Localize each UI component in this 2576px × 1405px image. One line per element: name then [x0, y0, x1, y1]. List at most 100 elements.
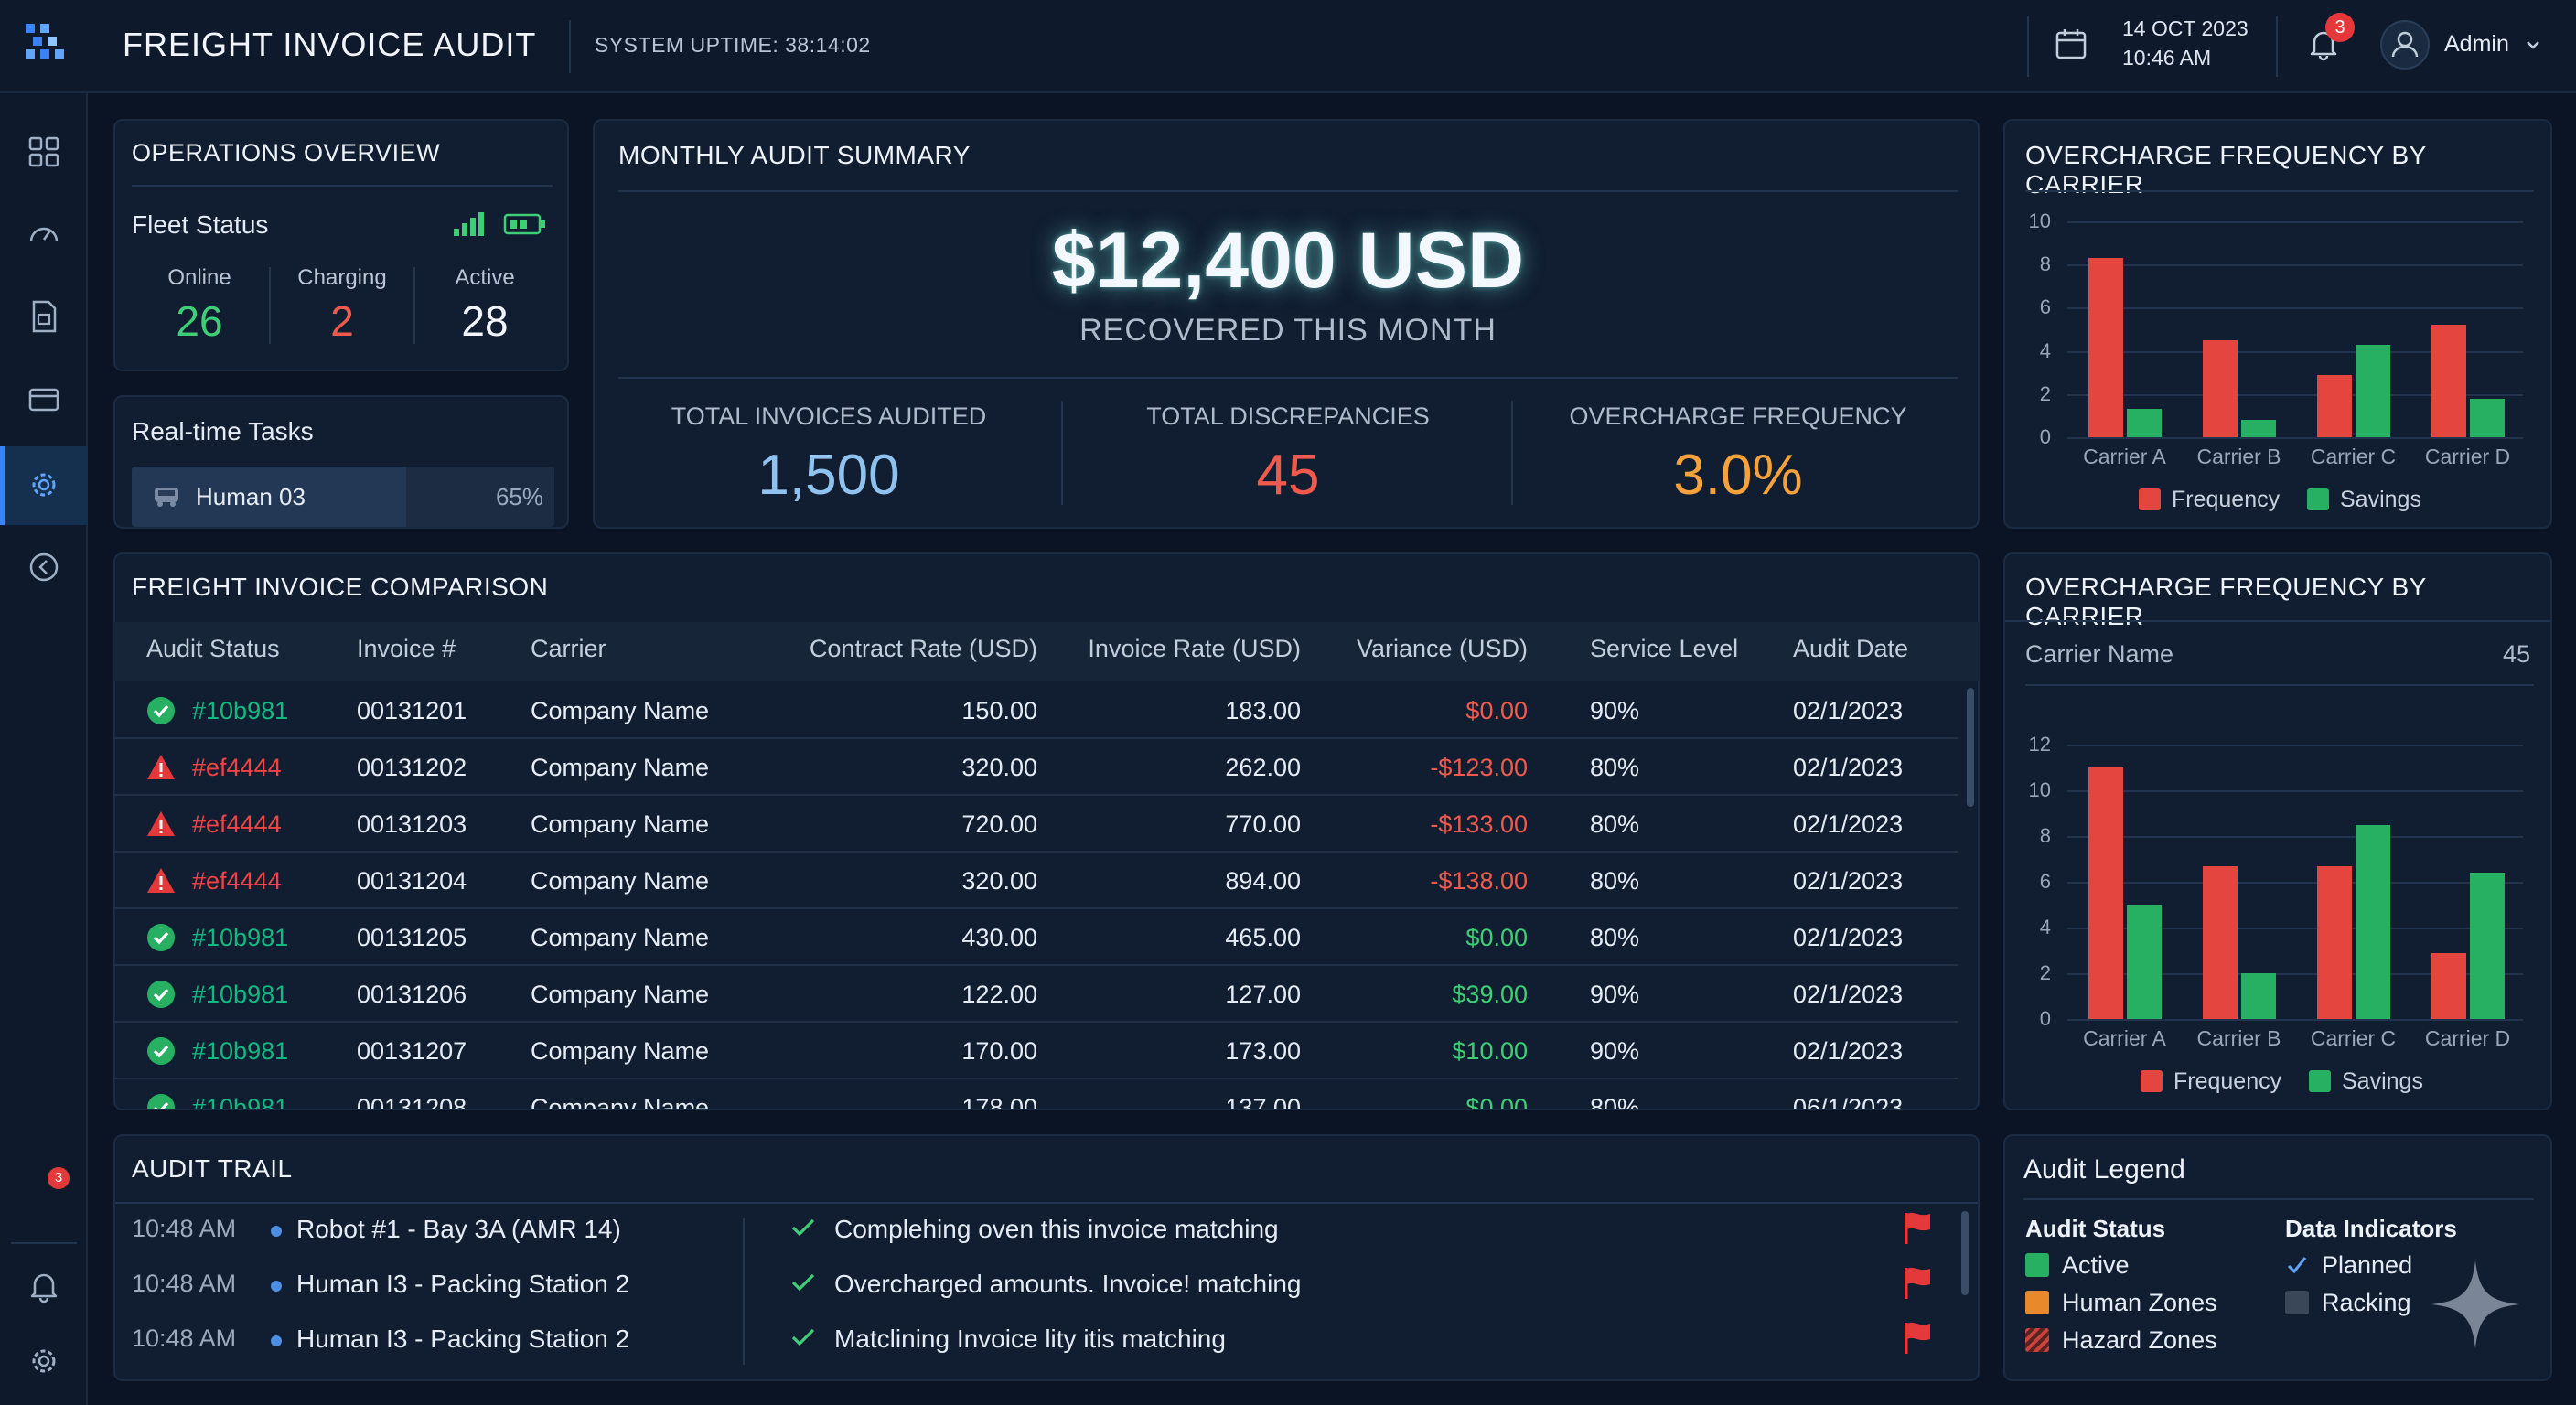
column-header-audit-date[interactable]: Audit Date	[1793, 635, 1909, 662]
bar-savings-carrier-a[interactable]	[2126, 905, 2162, 1019]
user-icon	[2391, 31, 2419, 58]
bar-savings-carrier-c[interactable]	[2355, 344, 2390, 437]
bar-savings-carrier-d[interactable]	[2469, 398, 2505, 437]
check-circle-icon	[147, 697, 175, 724]
bar-frequency-carrier-a[interactable]	[2088, 258, 2123, 437]
bar-frequency-carrier-b[interactable]	[2202, 339, 2238, 437]
user-menu-name[interactable]: Admin	[2444, 31, 2509, 57]
status-code: #10b981	[192, 924, 289, 951]
status-code: #10b981	[192, 1037, 289, 1065]
table-body[interactable]: #10b981 00131201 Company Name 150.00 183.00 $…	[113, 682, 1980, 1109]
table-scrollbar[interactable]	[1967, 688, 1974, 807]
table-row[interactable]: #10b981 00131208 Company Name 178.00 137.00 $…	[113, 1079, 1961, 1109]
column-header-audit-status[interactable]: Audit Status	[146, 635, 280, 662]
panel-divider	[115, 1202, 1978, 1204]
notification-count-badge: 3	[2325, 13, 2355, 42]
check-circle-icon	[147, 1037, 175, 1065]
trail-actor: Human I3 - Packing Station 2	[296, 1270, 630, 1298]
back-arrow-icon[interactable]	[26, 549, 62, 585]
y-tick-label: 4	[2039, 916, 2051, 938]
legend-swatch-frequency	[2141, 1070, 2163, 1092]
kpi-value-overcharge: 3.0%	[1673, 444, 1803, 507]
table-row[interactable]: #ef4444 00131202 Company Name 320.00 262.00 -…	[113, 739, 1961, 796]
y-tick-label: 0	[2039, 425, 2051, 448]
dashboard-icon[interactable]	[26, 134, 62, 170]
overcharge-chart-panel-top: OVERCHARGE FREQUENCY BY CARRIER 0 2 4 6 8 10 C…	[2003, 119, 2552, 529]
app-logo-icon[interactable]	[22, 20, 68, 66]
warning-triangle-icon	[147, 811, 175, 836]
x-tick-label: Carrier B	[2196, 445, 2281, 468]
carrier-name: Company Name	[531, 754, 710, 781]
current-date: 14 OCT 2023	[2122, 16, 2249, 40]
bar-savings-carrier-b[interactable]	[2240, 973, 2276, 1019]
bar-savings-carrier-d[interactable]	[2469, 873, 2505, 1019]
column-header-variance[interactable]: Variance (USD)	[1356, 635, 1528, 662]
variance: $10.00	[1452, 1037, 1528, 1065]
table-row[interactable]: #10b981 00131206 Company Name 122.00 127.00 $…	[113, 966, 1961, 1023]
carrier-name: Company Name	[531, 697, 710, 724]
gridline	[2067, 264, 2523, 267]
trail-scrollbar[interactable]	[1961, 1211, 1969, 1295]
settings-gear-icon[interactable]	[26, 467, 62, 503]
task-item[interactable]: Human 03 65%	[132, 467, 554, 527]
bar-frequency-carrier-d[interactable]	[2431, 325, 2466, 437]
column-header-invoice-rate[interactable]: Invoice Rate (USD)	[1088, 635, 1301, 662]
bar-frequency-carrier-a[interactable]	[2088, 767, 2123, 1019]
flag-icon[interactable]	[1901, 1319, 1934, 1356]
invoice-number: 00131201	[357, 697, 467, 724]
audit-trail-panel: AUDIT TRAIL 10:48 AM Robot #1 - Bay 3A (A…	[113, 1134, 1980, 1381]
carrier-name: Company Name	[531, 867, 710, 895]
sidebar-active-highlight	[0, 446, 88, 525]
trail-divider	[743, 1218, 745, 1365]
kpi-value-invoices: 1,500	[757, 444, 900, 507]
legend-swatch-frequency	[2139, 488, 2161, 510]
bell-icon[interactable]	[26, 1268, 62, 1304]
gear-icon[interactable]	[26, 1343, 62, 1379]
panel-divider	[2005, 620, 2550, 622]
table-row[interactable]: #ef4444 00131203 Company Name 720.00 770.00 -…	[113, 796, 1961, 853]
column-header-carrier[interactable]: Carrier	[531, 635, 606, 662]
legend-item-human-zones: Human Zones	[2062, 1289, 2217, 1316]
service-level: 80%	[1590, 1094, 1640, 1109]
service-level: 80%	[1590, 810, 1640, 838]
panel-divider	[132, 185, 553, 187]
legend-label-frequency: Frequency	[2174, 1068, 2282, 1094]
table-row[interactable]: #10b981 00131205 Company Name 430.00 465.00 $…	[113, 909, 1961, 966]
bar-savings-carrier-b[interactable]	[2240, 420, 2276, 437]
bar-frequency-carrier-b[interactable]	[2202, 865, 2238, 1019]
panel-divider	[2023, 1198, 2534, 1200]
table-row[interactable]: #10b981 00131201 Company Name 150.00 183.00 $…	[113, 682, 1961, 739]
variance: $0.00	[1465, 697, 1528, 724]
table-row[interactable]: #10b981 00131207 Company Name 170.00 173.00 $…	[113, 1023, 1961, 1079]
y-tick-label: 6	[2039, 870, 2051, 893]
bar-savings-carrier-c[interactable]	[2355, 824, 2390, 1019]
task-label: Human 03	[196, 483, 306, 510]
flag-icon[interactable]	[1901, 1264, 1934, 1301]
bar-frequency-carrier-c[interactable]	[2316, 865, 2352, 1019]
bar-frequency-carrier-d[interactable]	[2431, 952, 2466, 1019]
bar-frequency-carrier-c[interactable]	[2316, 374, 2352, 437]
carrier-name-label: Carrier Name	[2025, 640, 2174, 668]
column-header-service-level[interactable]: Service Level	[1590, 635, 1739, 662]
table-row[interactable]: #ef4444 00131204 Company Name 320.00 894.00 -…	[113, 853, 1961, 909]
status-code: #ef4444	[192, 754, 282, 781]
x-tick-label: Carrier B	[2196, 1026, 2281, 1050]
column-header-contract-rate[interactable]: Contract Rate (USD)	[809, 635, 1037, 662]
header-divider	[2027, 16, 2029, 77]
charging-value: 2	[330, 297, 354, 345]
legend-swatch-active	[2025, 1253, 2049, 1277]
check-icon	[791, 1218, 815, 1237]
avatar[interactable]	[2380, 20, 2430, 70]
bar-savings-carrier-a[interactable]	[2126, 409, 2162, 437]
flag-icon[interactable]	[1901, 1209, 1934, 1246]
chevron-down-icon[interactable]	[2523, 35, 2543, 55]
calendar-icon[interactable]	[2053, 26, 2089, 62]
legend-label-frequency: Frequency	[2172, 487, 2281, 512]
document-icon[interactable]	[26, 298, 62, 335]
column-header-invoice[interactable]: Invoice #	[357, 635, 456, 662]
wallet-icon[interactable]	[26, 381, 62, 417]
invoice-rate: 173.00	[1225, 1037, 1301, 1065]
panel-divider	[618, 190, 1958, 192]
gauge-icon[interactable]	[26, 216, 62, 252]
invoice-rate: 465.00	[1225, 924, 1301, 951]
